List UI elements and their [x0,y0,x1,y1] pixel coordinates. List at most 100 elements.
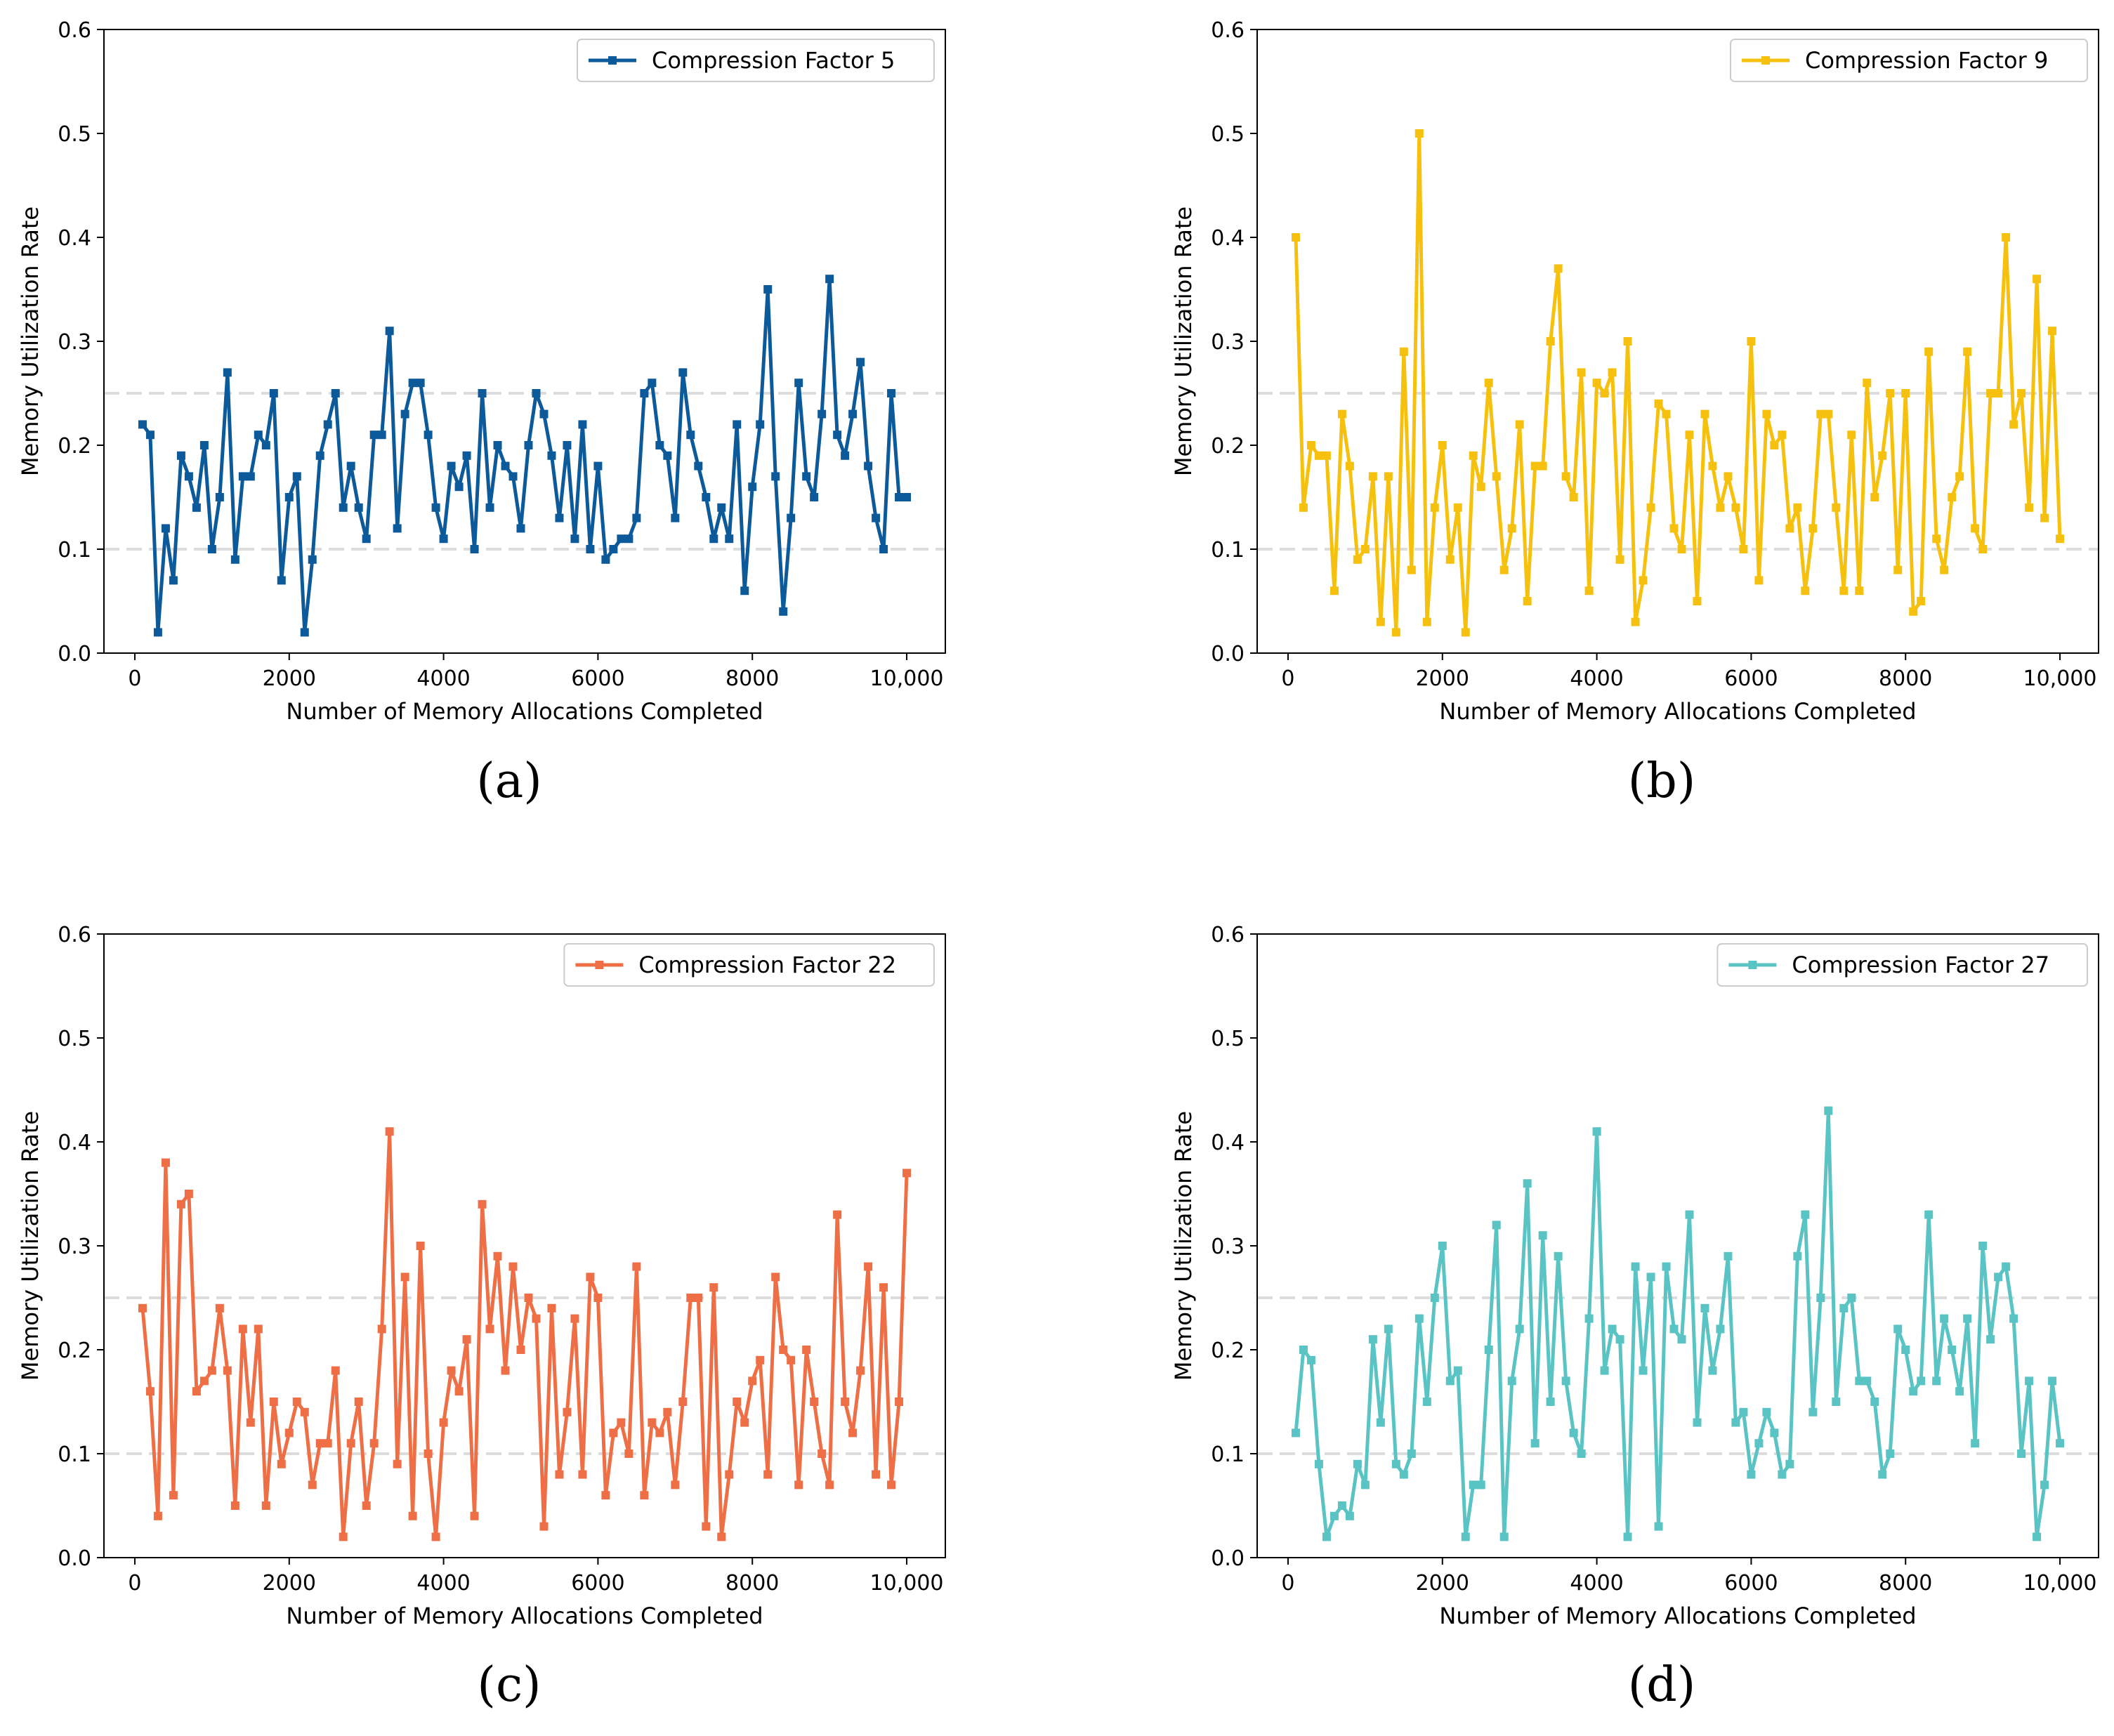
data-point [508,1262,518,1271]
plot-frame [103,29,946,654]
data-point [1994,389,2003,397]
data-point [462,451,471,460]
data-point [1623,1532,1632,1541]
legend-marker-swatch [1761,56,1770,65]
y-tick-label: 0.0 [58,1546,91,1571]
data-point [1808,524,1818,533]
data-point [1530,461,1539,471]
legend-marker-swatch [595,961,604,969]
y-tick-label: 0.4 [1211,226,1245,251]
data-point [1940,1314,1949,1323]
data-point [400,409,409,419]
x-tick-label: 0 [128,1571,141,1596]
data-point [1716,503,1725,512]
data-point [1623,337,1632,346]
data-point [1577,1449,1586,1458]
data-point [1669,524,1679,533]
data-point [1345,1511,1354,1520]
data-point [1924,347,1934,356]
data-point [841,451,850,460]
data-point [1422,617,1431,626]
data-point [246,472,255,481]
data-point [1762,1407,1771,1416]
data-point [771,472,780,481]
data-point [1662,409,1671,419]
data-point [501,1366,510,1375]
data-point [1685,430,1694,440]
data-point [238,472,247,481]
data-point [308,1480,317,1490]
data-point [1816,1294,1825,1302]
data-point [1461,1532,1470,1541]
data-point [1523,597,1532,605]
data-point [1592,1127,1601,1136]
data-point [369,430,379,440]
data-point [145,430,155,440]
x-tick-label: 4000 [416,1571,470,1596]
data-point [416,379,425,388]
data-point [1391,628,1400,637]
data-point [686,1294,695,1302]
data-point [787,513,796,522]
data-point [501,461,510,471]
data-point [462,1335,471,1344]
data-point [470,545,479,553]
data-point [563,1407,572,1416]
x-tick-label: 4000 [416,666,470,691]
data-point [1291,1428,1300,1438]
data-point [555,1470,564,1479]
data-point [624,534,633,544]
data-point [1994,1273,2003,1282]
data-point [779,607,788,616]
data-point [617,1418,626,1427]
data-point [1608,1324,1617,1334]
data-point [369,1439,379,1448]
data-point [339,1532,348,1541]
data-point [547,451,556,460]
y-tick-label: 0.4 [58,226,91,251]
data-point [1414,1314,1424,1323]
data-point [1546,1398,1555,1406]
data-point [1739,545,1748,553]
data-point [1708,461,1717,471]
data-point [493,1251,502,1261]
data-point [1855,586,1864,596]
data-point [261,441,270,449]
data-point [717,1532,726,1541]
data-point [640,1491,649,1500]
y-tick-label: 0.5 [58,122,91,147]
data-point [1376,1418,1385,1427]
data-point [1770,441,1779,449]
data-point [902,1169,912,1178]
data-point [570,1314,579,1323]
x-tick-label: 6000 [1724,1571,1778,1596]
data-point [524,441,533,449]
data-point [1948,493,1957,501]
chart-d: 0.0 0.1 0.2 0.3 0.4 0.5 0.6 0 2000 4000 6000 8000 10… [1170,923,2099,1713]
plot-frame [1256,933,2099,1558]
data-point [709,534,718,544]
data-point [1878,451,1887,460]
data-point [1716,1324,1725,1334]
data-point [539,1522,549,1531]
x-tick-label: 2000 [263,666,316,691]
data-point [1507,524,1516,533]
x-tick-label: 10,000 [870,1571,944,1596]
data-point [354,1398,363,1406]
data-point [1747,1470,1756,1479]
data-point [1909,607,1918,616]
legend-marker-swatch [1748,961,1757,969]
data-point [733,1398,742,1406]
data-point [1469,451,1478,460]
data-point [1839,586,1849,596]
data-point [725,1470,734,1479]
data-point [563,441,572,449]
legend-box [1716,943,2088,987]
data-point [2040,1480,2049,1490]
legend-box [1730,39,2088,82]
x-tick-label: 2000 [1416,666,1469,691]
data-point [1368,1335,1377,1344]
data-point [1384,1324,1393,1334]
y-tick-label: 0.0 [1211,642,1245,666]
data-point [1978,1242,1988,1250]
